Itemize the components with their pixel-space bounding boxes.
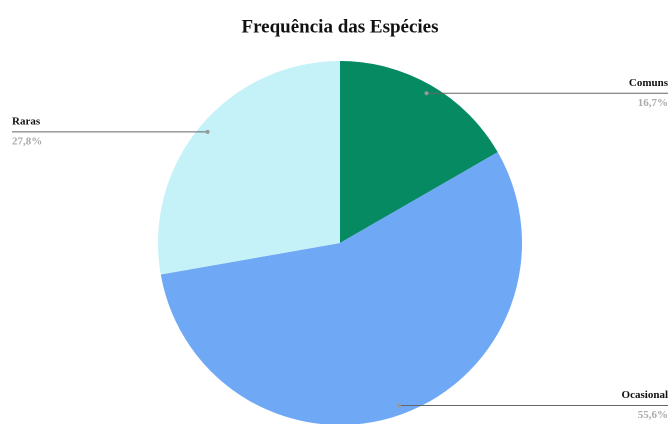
chart-title: Frequência das Espécies [241, 16, 438, 37]
leader-dot [424, 91, 429, 96]
pie-slice [158, 61, 340, 275]
leader-dot [205, 129, 210, 134]
pie-slice [340, 61, 498, 243]
pie-slice [160, 152, 522, 424]
slice-label: Raras [12, 115, 41, 127]
slice-label: Comuns [629, 77, 669, 89]
leader-dot [397, 403, 402, 408]
slice-value-label: 16,7% [638, 97, 668, 109]
slice-label: Ocasional [622, 389, 668, 401]
slice-value-label: 27,8% [12, 135, 42, 147]
slice-value-label: 55,6% [638, 409, 668, 421]
